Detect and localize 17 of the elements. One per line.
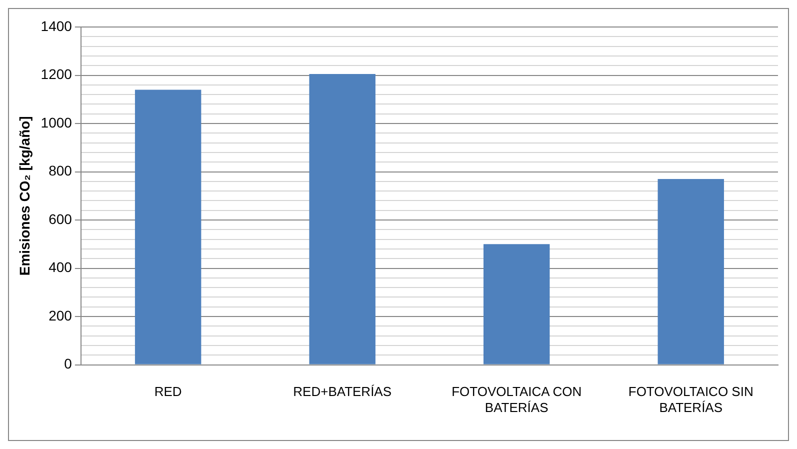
y-tick-label: 1400 xyxy=(40,18,72,34)
y-axis-title: Emisiones CO₂ [kg/año] xyxy=(16,116,32,276)
x-tick-label: FOTOVOLTAICO SIN BATERÍAS xyxy=(628,384,754,415)
x-tick-label: RED+BATERÍAS xyxy=(293,384,392,400)
bar xyxy=(134,90,202,364)
y-tick-label: 600 xyxy=(48,210,72,227)
bar xyxy=(658,179,724,364)
bar xyxy=(483,244,550,364)
y-tick-label: 200 xyxy=(48,307,72,324)
x-tick-label: RED xyxy=(154,384,182,400)
bar xyxy=(309,74,376,364)
y-tick-label: 400 xyxy=(48,259,72,276)
y-tick-label: 1200 xyxy=(40,66,72,82)
y-tick-label: 0 xyxy=(64,356,72,372)
y-tick-label: 800 xyxy=(48,162,72,179)
x-tick-label: FOTOVOLTAICA CON BATERÍAS xyxy=(452,384,582,415)
y-tick-label: 1000 xyxy=(40,114,72,130)
